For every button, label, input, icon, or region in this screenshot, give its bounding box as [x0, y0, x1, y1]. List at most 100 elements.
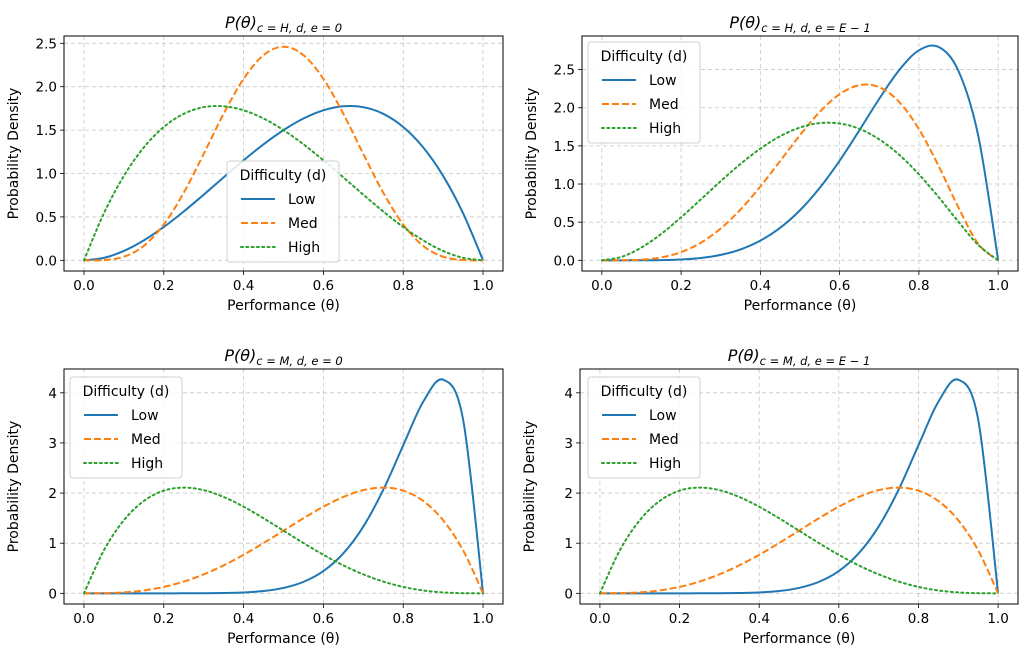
y-axis-label: Probability Density [524, 88, 540, 220]
series-line-med [83, 45, 484, 262]
x-tick-label: 0.2 [153, 611, 174, 627]
legend: Difficulty (d) Low Med High [226, 160, 340, 263]
y-tick-label: 2.0 [554, 101, 575, 117]
x-tick-label: 0.2 [669, 611, 690, 627]
series-group [600, 44, 1000, 262]
x-axis-label: Performance (θ) [744, 298, 857, 314]
x-tick-label: 0.6 [313, 611, 334, 627]
title-main: P(θ) [224, 346, 256, 365]
y-tick-label: 0.0 [554, 253, 575, 269]
y-tick-label: 1.5 [554, 139, 575, 155]
y-tick-label: 2.5 [554, 63, 575, 79]
legend-label-med: Med [131, 432, 161, 448]
subplot-3: 0.0 0.2 0.4 0.6 0.8 1.0 0 1 2 3 4 P(θ)c = M, d, e =… [6, 346, 504, 647]
y-tick-label: 0 [48, 586, 57, 602]
series-line-low [601, 44, 1000, 262]
series-group [82, 45, 485, 262]
x-tick-label: 0.6 [829, 278, 850, 294]
y-tick-label: 4 [48, 386, 57, 402]
x-axis-label: Performance (θ) [227, 631, 340, 647]
x-axis-label: Performance (θ) [227, 298, 340, 314]
y-tick-label: 0 [564, 586, 573, 602]
legend-box [587, 376, 701, 479]
x-tick-label: 0.8 [392, 278, 413, 294]
y-axis-label: Probability Density [6, 421, 22, 553]
y-tick-label: 3 [48, 436, 57, 452]
x-tick-label: 0.8 [392, 611, 413, 627]
x-tick-label: 0.2 [670, 278, 691, 294]
legend-box [587, 41, 701, 144]
y-tick-label: 3 [564, 436, 573, 452]
legend-label-high: High [649, 456, 681, 472]
legend-label-high: High [288, 240, 320, 256]
y-tick-label: 1 [564, 536, 573, 552]
title-subscript: c = M, d, e = 0 [256, 354, 342, 368]
y-tick-label: 1 [48, 536, 57, 552]
x-tick-label: 0.4 [233, 278, 254, 294]
series-group [598, 378, 1000, 595]
subplot-4: 0.0 0.2 0.4 0.6 0.8 1.0 0 1 2 3 4 P(θ)c = M, d, e =… [522, 346, 1019, 647]
legend-box [69, 376, 183, 479]
x-tick-label: 0.6 [313, 278, 334, 294]
series-line-high [600, 121, 1000, 262]
axes-frame [63, 368, 504, 605]
legend-label-low: Low [649, 408, 677, 424]
legend-label-med: Med [649, 97, 679, 113]
x-axis-label: Performance (θ) [743, 631, 856, 647]
legend-title: Difficulty (d) [240, 168, 327, 184]
y-tick-label: 2 [564, 486, 573, 502]
legend-label-med: Med [649, 432, 679, 448]
series-line-med [599, 486, 999, 595]
x-tick-label: 0.4 [233, 611, 254, 627]
subplot-title: P(θ)c = H, d, e = 0 [225, 13, 342, 35]
x-tick-label: 0.0 [73, 611, 94, 627]
title-main: P(θ) [729, 13, 761, 32]
axes-frame [581, 35, 1019, 272]
series-line-low [83, 378, 485, 595]
y-tick-label: 1.0 [554, 177, 575, 193]
x-tick-label: 1.0 [472, 278, 493, 294]
legend-label-med: Med [288, 216, 318, 232]
y-tick-label: 4 [564, 386, 573, 402]
legend-title: Difficulty (d) [601, 49, 688, 65]
axes-frame [63, 35, 504, 272]
x-tick-label: 1.0 [987, 278, 1008, 294]
y-tick-label: 1.5 [36, 123, 57, 139]
title-main: P(θ) [225, 13, 257, 32]
legend-label-low: Low [288, 192, 316, 208]
y-tick-label: 0.0 [36, 253, 57, 269]
x-tick-label: 0.4 [748, 611, 769, 627]
x-tick-label: 0.4 [750, 278, 771, 294]
legend-box [226, 160, 340, 263]
series-line-med [83, 486, 484, 595]
legend-label-low: Low [131, 408, 159, 424]
y-axis-label: Probability Density [6, 88, 22, 220]
x-tick-label: 1.0 [987, 611, 1008, 627]
series-line-high [82, 486, 485, 595]
subplot-2: 0.0 0.2 0.4 0.6 0.8 1.0 0.0 0.5 1.0 1.5 2.0 2.5 P(θ)… [524, 13, 1019, 314]
legend-label-high: High [649, 121, 681, 137]
legend-label-high: High [131, 456, 163, 472]
legend-title: Difficulty (d) [83, 384, 170, 400]
subplot-title: P(θ)c = M, d, e = 0 [224, 346, 342, 368]
legend: Difficulty (d) Low Med High [69, 376, 183, 479]
y-tick-label: 2.0 [36, 80, 57, 96]
title-subscript: c = H, d, e = 0 [257, 21, 342, 35]
x-tick-label: 0.0 [73, 278, 94, 294]
series-group [82, 378, 485, 595]
y-tick-label: 2 [48, 486, 57, 502]
title-subscript: c = M, d, e = E − 1 [760, 354, 871, 368]
legend: Difficulty (d) Low Med High [587, 41, 701, 144]
series-line-low [599, 378, 1000, 595]
subplot-1: 0.0 0.2 0.4 0.6 0.8 1.0 0.0 0.5 1.0 1.5 2.0 2.5 P(θ)… [6, 13, 504, 314]
y-tick-label: 1.0 [36, 167, 57, 183]
subplot-title: P(θ)c = M, d, e = E − 1 [728, 346, 871, 368]
x-tick-label: 0.0 [591, 278, 612, 294]
axes-frame [579, 368, 1019, 605]
x-tick-label: 0.2 [153, 278, 174, 294]
y-tick-label: 2.5 [36, 36, 57, 52]
x-tick-label: 0.8 [908, 611, 929, 627]
x-tick-label: 0.8 [908, 278, 929, 294]
legend: Difficulty (d) Low Med High [587, 376, 701, 479]
x-tick-label: 1.0 [472, 611, 493, 627]
